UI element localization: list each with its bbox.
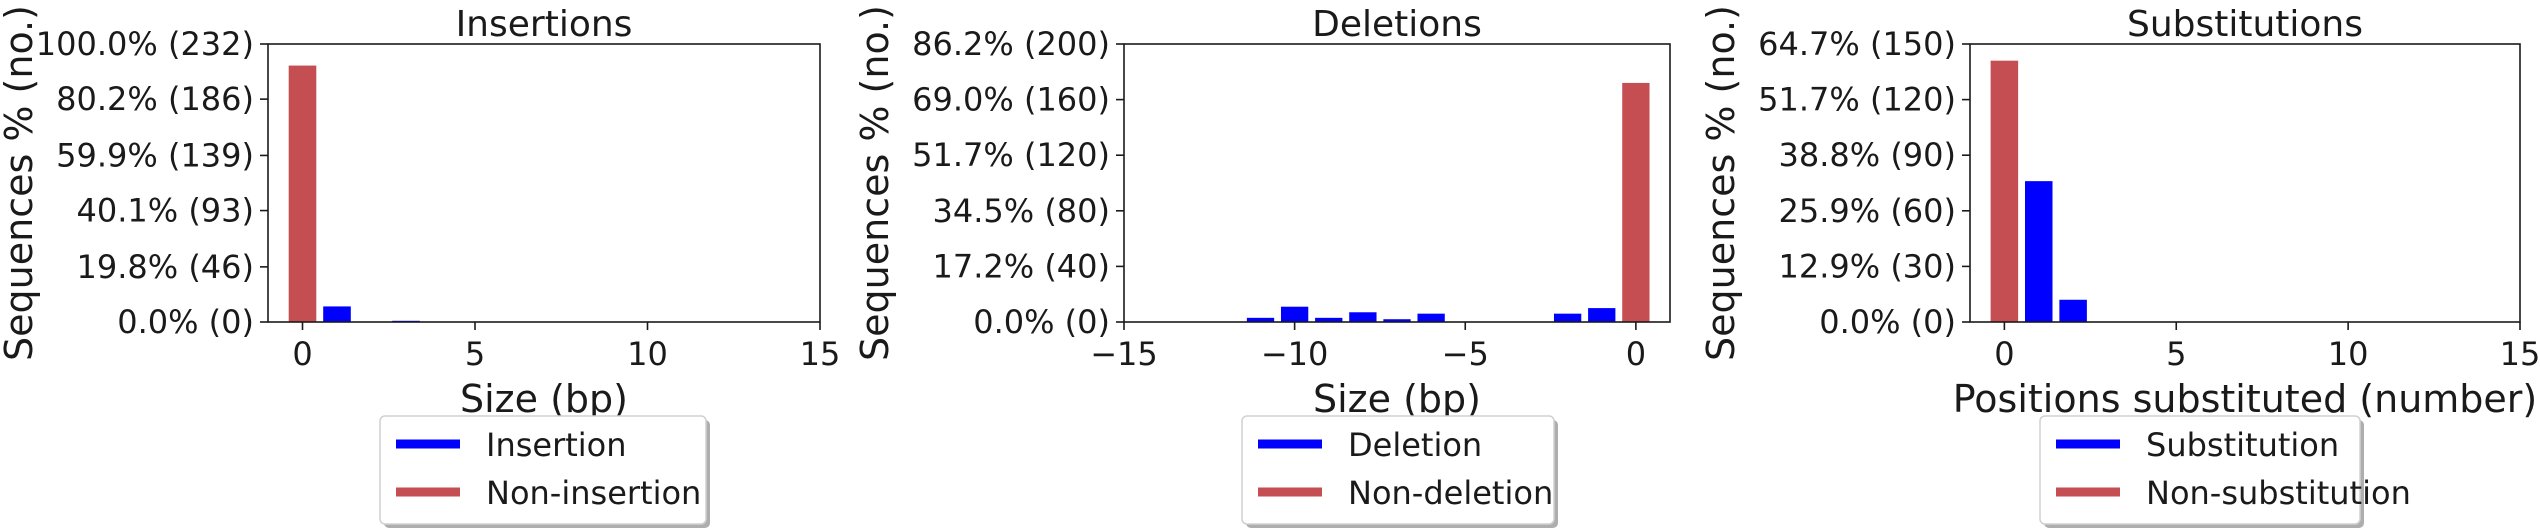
x-axis-label: Size (bp) <box>1313 377 1481 421</box>
x-axis-label: Size (bp) <box>460 377 628 421</box>
bar-non-substitution <box>1990 60 2019 323</box>
plot-frame <box>1969 43 2521 323</box>
y-tick-label: 0.0% (0) <box>973 303 1110 341</box>
x-tick-label: 0 <box>1994 335 2014 373</box>
x-tick-label: 10 <box>2328 335 2369 373</box>
y-tick-label: 12.9% (30) <box>1778 247 1956 285</box>
legend-label: Substitution <box>2146 426 2339 464</box>
y-tick-label: 69.0% (160) <box>912 81 1110 119</box>
chart-title: Deletions <box>1312 4 1482 45</box>
bar-deletion <box>1417 313 1445 322</box>
legend: Substitution Non-substitution <box>2039 415 2411 528</box>
legend-label: Deletion <box>1348 426 1482 464</box>
x-tick-label: −10 <box>1261 335 1329 373</box>
bar-non-insertion <box>288 65 317 322</box>
y-tick-label: 25.9% (60) <box>1778 192 1956 230</box>
y-tick-label: 19.8% (46) <box>76 248 254 286</box>
bar-substitution <box>2025 181 2053 322</box>
chart-panel-3: Substitutions 0.0% (0) 12.9% (30) 25.9% (60… <box>1699 4 2540 528</box>
chart-panel-2: Deletions 0.0% (0) 17.2% (40) 34.5% (80) 51.… <box>853 4 1671 528</box>
x-tick-label: −15 <box>1090 335 1158 373</box>
y-tick-label: 17.2% (40) <box>932 247 1110 285</box>
bar-deletion <box>1246 317 1275 322</box>
bar-deletion <box>1553 313 1582 322</box>
legend-label: Non-deletion <box>1348 474 1553 512</box>
y-tick-label: 80.2% (186) <box>56 80 254 118</box>
y-tick-label: 34.5% (80) <box>932 192 1110 230</box>
legend: Deletion Non-deletion <box>1241 415 1558 528</box>
chart-title: Substitutions <box>2127 4 2363 45</box>
y-tick-label: 51.7% (120) <box>1758 81 1956 119</box>
bar-deletion <box>1280 306 1309 322</box>
x-tick-label: −5 <box>1442 335 1489 373</box>
bar-insertion <box>323 306 351 322</box>
bar-deletion <box>1383 319 1411 322</box>
x-axis-label: Positions substituted (number) <box>1953 377 2538 421</box>
x-tick-label: 10 <box>627 335 668 373</box>
y-tick-label: 64.7% (150) <box>1758 25 1956 63</box>
y-tick-label: 86.2% (200) <box>912 25 1110 63</box>
legend-box <box>379 415 707 525</box>
plot-frame <box>267 43 821 323</box>
y-tick-label: 0.0% (0) <box>1819 303 1956 341</box>
legend: Insertion Non-insertion <box>379 415 710 528</box>
x-tick-label: 5 <box>465 335 485 373</box>
bar-non-deletion <box>1622 82 1650 322</box>
y-tick-label: 51.7% (120) <box>912 136 1110 174</box>
legend-label: Insertion <box>486 426 627 464</box>
y-tick-label: 59.9% (139) <box>56 136 254 174</box>
x-tick-label: 15 <box>800 335 841 373</box>
bar-deletion <box>1588 308 1616 322</box>
plot-frame <box>1123 43 1671 323</box>
y-tick-label: 40.1% (93) <box>76 192 254 230</box>
y-axis-label: Sequences % (no.) <box>1699 5 1743 361</box>
y-tick-label: 38.8% (90) <box>1778 136 1956 174</box>
x-tick-label: 15 <box>2500 335 2540 373</box>
x-tick-label: 5 <box>2166 335 2186 373</box>
y-tick-label: 0.0% (0) <box>117 303 254 341</box>
y-tick-label: 100.0% (232) <box>36 25 254 63</box>
y-axis-label: Sequences % (no.) <box>0 5 41 361</box>
legend-label: Non-substitution <box>2146 474 2411 512</box>
x-tick-label: 0 <box>1626 335 1646 373</box>
y-axis-label: Sequences % (no.) <box>853 5 897 361</box>
legend-label: Non-insertion <box>486 474 701 512</box>
bar-deletion <box>1349 312 1377 322</box>
bar-deletion <box>1315 317 1343 322</box>
bar-substitution <box>2059 299 2087 322</box>
chart-title: Insertions <box>456 4 633 45</box>
chart-panel-1: Insertions 0.0% (0) 19.8% (46) 40.1% (93) 59… <box>0 4 840 528</box>
x-tick-label: 0 <box>292 335 312 373</box>
